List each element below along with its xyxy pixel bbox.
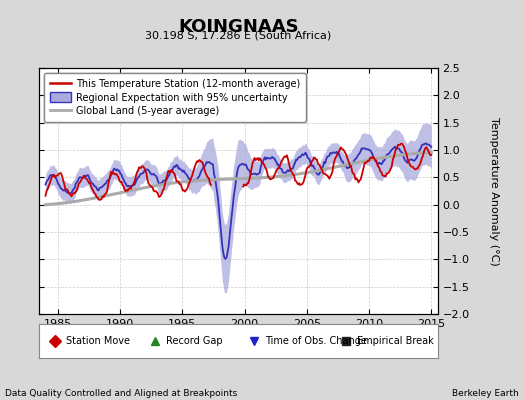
Y-axis label: Temperature Anomaly (°C): Temperature Anomaly (°C): [489, 117, 499, 265]
Legend: This Temperature Station (12-month average), Regional Expectation with 95% uncer: This Temperature Station (12-month avera…: [44, 73, 307, 122]
Text: Berkeley Earth: Berkeley Earth: [452, 389, 519, 398]
Text: Record Gap: Record Gap: [166, 336, 223, 346]
Text: Station Move: Station Move: [67, 336, 130, 346]
Text: 30.198 S, 17.286 E (South Africa): 30.198 S, 17.286 E (South Africa): [145, 30, 332, 40]
Text: Empirical Break: Empirical Break: [357, 336, 434, 346]
Text: KOINGNAAS: KOINGNAAS: [178, 18, 299, 36]
Text: Time of Obs. Change: Time of Obs. Change: [266, 336, 367, 346]
Text: Data Quality Controlled and Aligned at Breakpoints: Data Quality Controlled and Aligned at B…: [5, 389, 237, 398]
